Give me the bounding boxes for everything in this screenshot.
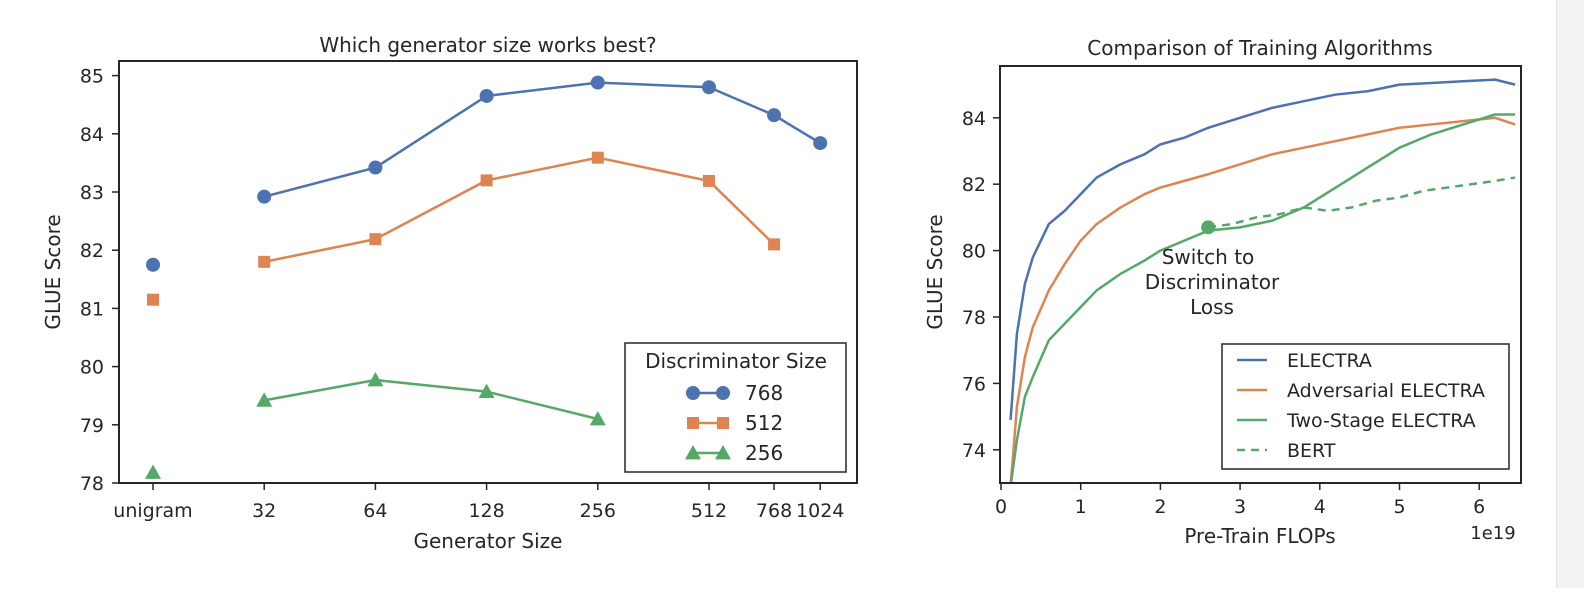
- right-series-group: [1009, 78, 1516, 483]
- left-point-512: [258, 255, 271, 268]
- left-x-tick-label-unigram: unigram: [113, 500, 192, 522]
- right-y-tick-label: 80: [962, 241, 986, 263]
- left-legend: Discriminator Size 768 512 256: [624, 342, 847, 473]
- right-x-tick-label: 1: [1075, 496, 1087, 518]
- right-chart-title: Comparison of Training Algorithms: [1087, 36, 1432, 60]
- right-series-line-two-stage-electra: [1009, 113, 1516, 483]
- right-y-axis-label: GLUE Score: [923, 214, 947, 329]
- left-chart: Which generator size works best? 78 79 80 8…: [41, 33, 858, 553]
- right-y-tick-label: 84: [962, 108, 986, 130]
- right-series-line-bert: [1208, 176, 1516, 229]
- right-x-tick-label: 0: [995, 496, 1007, 518]
- left-series-line-512: [263, 156, 775, 264]
- left-x-tick-label-512: 512: [691, 500, 727, 522]
- left-unigram-point-768: [146, 257, 160, 272]
- left-legend-marker-768: [716, 386, 730, 400]
- right-y-tick-label: 74: [962, 440, 986, 462]
- left-legend-marker-512: [687, 417, 699, 429]
- left-legend-label-768: 768: [745, 381, 783, 405]
- right-chart: Comparison of Training Algorithms 74 76 78…: [923, 36, 1522, 548]
- left-x-tick-label-768: 768: [756, 500, 792, 522]
- right-legend-box: [1221, 343, 1510, 470]
- switch-point-marker: [1201, 220, 1216, 235]
- window-edge-strip: [1556, 0, 1584, 588]
- left-y-axis-label: GLUE Score: [41, 214, 65, 329]
- left-point-768: [813, 136, 828, 151]
- right-legend-label: BERT: [1287, 440, 1336, 462]
- left-legend-marker-256: [715, 445, 731, 460]
- left-legend-marker-256: [685, 445, 701, 460]
- left-point-768: [368, 160, 383, 175]
- right-y-tick-label: 78: [962, 307, 986, 329]
- right-legend-label: ELECTRA: [1287, 350, 1372, 372]
- right-x-tick-label: 4: [1314, 496, 1326, 518]
- left-legend-label-256: 256: [745, 441, 783, 465]
- right-legend-label: Adversarial ELECTRA: [1287, 380, 1485, 402]
- right-series-line-adversarial-electra: [1009, 116, 1516, 483]
- left-unigram-point-256: [145, 464, 161, 479]
- left-y-tick-label: 78: [80, 473, 104, 495]
- right-plot-frame: [999, 65, 1522, 484]
- right-x-tick-label: 3: [1234, 496, 1246, 518]
- left-point-512: [591, 151, 604, 164]
- left-legend-marker-512: [717, 417, 729, 429]
- left-point-768: [702, 80, 716, 95]
- annotation-line-1: Switch to: [1162, 245, 1255, 269]
- left-y-tick-label: 84: [80, 124, 104, 146]
- left-plot-frame: [118, 60, 858, 484]
- left-x-tick-label-1024: 1024: [796, 500, 844, 522]
- left-point-512: [703, 174, 715, 187]
- left-legend-label-512: 512: [745, 411, 783, 435]
- left-y-tick-label: 80: [80, 357, 104, 379]
- left-point-768: [767, 108, 782, 123]
- right-x-tick-label: 6: [1473, 496, 1485, 518]
- left-y-tick-label: 81: [80, 298, 104, 320]
- left-legend-marker-768: [686, 386, 700, 400]
- left-series-group: [145, 75, 828, 479]
- left-point-768: [479, 88, 494, 103]
- left-x-tick-label-64: 64: [363, 500, 387, 522]
- left-point-256: [478, 383, 495, 399]
- right-legend: ELECTRA Adversarial ELECTRA Two-Stage ELEC…: [1221, 343, 1510, 470]
- left-point-512: [369, 233, 382, 246]
- left-legend-items: 768 512 256: [685, 381, 783, 465]
- left-y-tick-label: 85: [80, 66, 104, 88]
- left-y-tick-label: 83: [80, 182, 104, 204]
- annotation-line-2: Discriminator: [1145, 270, 1280, 294]
- left-y-tick-label: 82: [80, 240, 104, 262]
- right-x-tick-label: 2: [1154, 496, 1166, 518]
- right-series-line-electra: [1009, 78, 1516, 421]
- left-legend-title: Discriminator Size: [645, 349, 827, 373]
- left-x-tick-label-128: 128: [468, 500, 504, 522]
- left-point-256: [256, 392, 273, 407]
- left-point-768: [257, 189, 272, 204]
- right-legend-label: Two-Stage ELECTRA: [1286, 410, 1476, 432]
- left-point-512: [768, 238, 781, 251]
- left-x-tick-label-256: 256: [580, 500, 616, 522]
- left-unigram-point-512: [147, 293, 159, 306]
- annotation-line-3: Loss: [1190, 295, 1234, 319]
- right-legend-items: ELECTRA Adversarial ELECTRA Two-Stage ELEC…: [1237, 350, 1485, 462]
- left-legend-box: [624, 342, 847, 473]
- right-x-multiplier: 1e19: [1470, 523, 1515, 544]
- right-ticks: 74 76 78 80 82 84 0 1 2 3 4 5 6: [962, 108, 1485, 518]
- left-point-256: [367, 371, 384, 387]
- left-y-tick-label: 79: [80, 415, 104, 437]
- left-chart-title: Which generator size works best?: [319, 33, 656, 57]
- left-x-axis-label: Generator Size: [414, 529, 563, 553]
- left-series-line-256: [263, 378, 599, 421]
- left-x-tick-label-32: 32: [252, 500, 276, 522]
- left-point-768: [590, 75, 605, 90]
- left-point-512: [480, 174, 493, 187]
- switch-annotation: Switch to Discriminator Loss: [1145, 245, 1280, 319]
- right-x-tick-label: 5: [1393, 496, 1405, 518]
- right-y-tick-label: 76: [962, 373, 986, 395]
- right-y-tick-label: 82: [962, 174, 986, 196]
- left-point-256: [589, 410, 606, 426]
- right-x-axis-label: Pre-Train FLOPs: [1184, 524, 1335, 548]
- left-series-line-768: [263, 81, 821, 198]
